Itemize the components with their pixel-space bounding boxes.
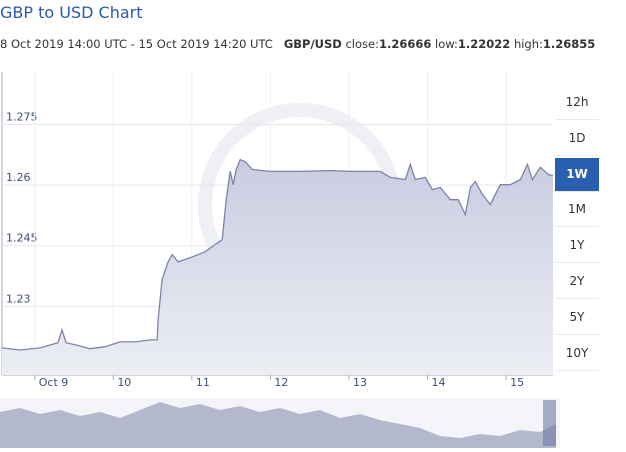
range-button[interactable]: 1W: [555, 157, 599, 192]
date-range: 8 Oct 2019 14:00 UTC - 15 Oct 2019 14:20…: [0, 37, 273, 51]
y-tick-label: 1.245: [6, 232, 38, 245]
range-button[interactable]: 12h: [555, 86, 599, 120]
navigator-handle[interactable]: [543, 400, 556, 446]
range-button[interactable]: 1D: [555, 121, 599, 156]
range-button[interactable]: 1Y: [555, 229, 599, 264]
subtitle: 8 Oct 2019 14:00 UTC - 15 Oct 2019 14:20…: [0, 37, 595, 51]
stat-label: close:: [345, 37, 379, 51]
y-tick-label: 1.26: [6, 171, 31, 184]
navigator-area: [0, 402, 556, 448]
range-button[interactable]: 1M: [555, 193, 599, 228]
x-tick-label: Oct 9: [39, 376, 69, 389]
stat-label: low:: [435, 37, 458, 51]
x-tick-label: 14: [432, 376, 446, 389]
range-button[interactable]: 2Y: [555, 265, 599, 299]
stat-label: high:: [513, 37, 543, 51]
line: [1, 158, 554, 351]
y-tick-label: 1.23: [6, 292, 31, 305]
stat-value: 1.26855: [542, 37, 596, 51]
area: [2, 159, 553, 375]
x-tick-label: 12: [274, 376, 288, 389]
range-button[interactable]: 10Y: [555, 336, 599, 371]
x-tick-label: 13: [353, 376, 367, 389]
y-tick-label: 1.275: [6, 111, 38, 124]
x-tick-label: 10: [117, 376, 131, 389]
x-tick-label: 15: [510, 376, 524, 389]
x-tick-label: 11: [196, 376, 210, 389]
pair: GBP/USD: [283, 37, 342, 51]
stat-value: 1.22022: [457, 37, 511, 51]
range-button[interactable]: 5Y: [555, 300, 599, 335]
chart-title: GBP to USD Chart: [0, 3, 143, 22]
stat-value: 1.26666: [378, 37, 432, 51]
